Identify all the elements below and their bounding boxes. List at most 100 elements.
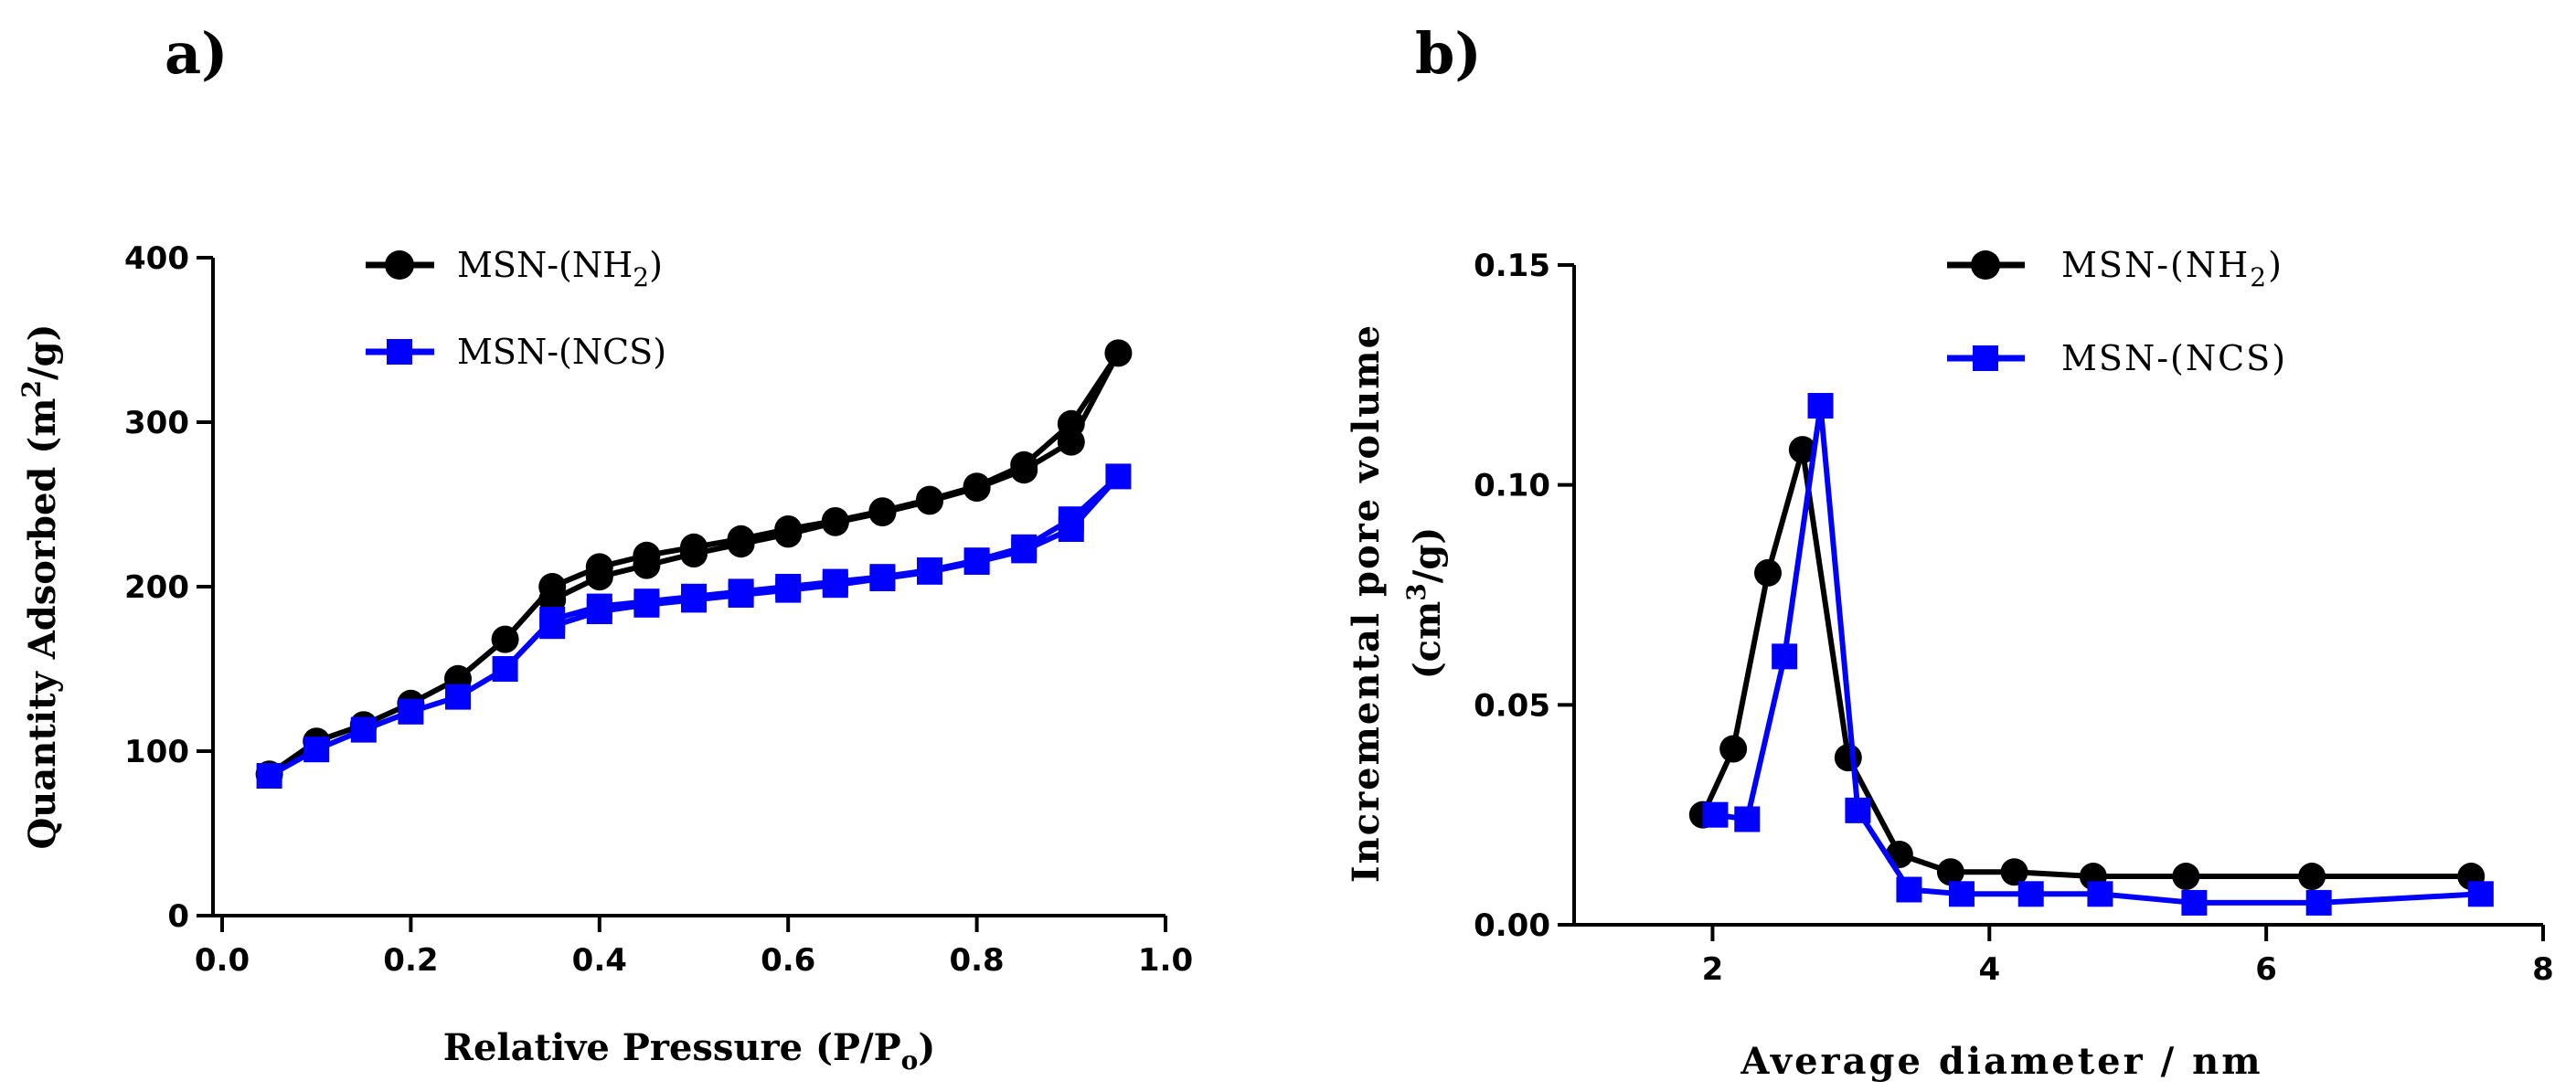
panel-a-point-ncs [1058, 516, 1084, 542]
panel-a-point-ncs [681, 587, 707, 613]
panel-a-legend-label-ncs: MSN-(NCS) [457, 332, 666, 372]
panel-b-point-ncs [2017, 881, 2044, 907]
panel-b-point-ncs [1807, 393, 1834, 419]
panel-a-y-axis-title-end: /g) [21, 323, 64, 380]
panel-b-legend-label-nh2: MSN-(NH2) [2061, 245, 2283, 292]
panel-a-point-nh2 [774, 520, 803, 548]
panel-b-point-ncs [1845, 797, 1871, 823]
panel-a-y-axis-title-superscript: 2 [16, 380, 47, 398]
panel-a-chart: a) 0.0 0.2 0.4 0.6 0.8 1.0 0 100 200 300 400 Relat… [16, 20, 1193, 1076]
panel-a-y-tick-label: 100 [124, 734, 189, 770]
panel-b-point-ncs [1772, 643, 1798, 670]
panel-a-point-ncs [256, 763, 282, 789]
panel-b-point-ncs [2305, 889, 2332, 916]
panel-a-point-nh2 [821, 508, 849, 536]
panel-b-point-nh2 [2298, 863, 2326, 891]
panel-a-point-nh2 [963, 474, 991, 502]
panel-b-legend-nh2-subscript: 2 [2250, 262, 2268, 292]
panel-b-point-nh2 [1834, 744, 1862, 772]
panel-a-legend-label-nh2: MSN-(NH2) [457, 245, 663, 292]
panel-a-point-nh2 [491, 625, 519, 653]
panel-b-series-line-nh2 [1700, 447, 2472, 880]
panel-a-point-nh2 [727, 530, 755, 558]
panel-b-point-nh2 [1936, 858, 1964, 886]
panel-b-point-nh2 [2172, 863, 2200, 891]
panel-a-x-tick-label: 0.6 [761, 942, 815, 979]
panel-a-point-ncs [1011, 537, 1038, 564]
panel-a-point-ncs [917, 558, 942, 585]
panel-b-legend-label-ncs: MSN-(NCS) [2061, 338, 2287, 378]
panel-a-point-ncs [822, 572, 848, 599]
panel-a-point-ncs [539, 613, 566, 640]
panel-a-series [255, 339, 1133, 789]
panel-b-point-nh2 [1788, 436, 1816, 464]
panel-b-point-nh2 [1719, 735, 1748, 763]
panel-b-point-ncs [1734, 806, 1761, 832]
panel-b-y-axis-title-end: /g) [1406, 527, 1449, 584]
panel-a-y-tick-label: 200 [124, 569, 189, 606]
panel-b-series [1688, 393, 2494, 916]
panel-b-y-axis-title-superscript: 3 [1401, 583, 1432, 600]
panel-a-x-tick-label: 0.0 [195, 942, 250, 979]
panel-b-axes [1572, 265, 2543, 927]
panel-b-y-axis-title-line2: (cm3/g) [1401, 527, 1449, 680]
panel-a-x-axis-title: Relative Pressure (P/Po) [443, 1026, 936, 1076]
panel-a-y-axis-title-main: Quantity Adsorbed (m [21, 398, 64, 849]
panel-a-point-ncs [586, 599, 612, 624]
panel-a-legend-nh2-end: ) [649, 245, 663, 285]
panel-b-point-nh2 [1754, 558, 1782, 587]
panel-b-y-tick-label: 0.15 [1474, 248, 1550, 284]
panel-a-point-ncs [303, 737, 330, 763]
panel-a-x-tick-label: 0.4 [572, 942, 627, 979]
panel-a-y-axis-title: Quantity Adsorbed (m2/g) [16, 323, 64, 849]
panel-a-legend-nh2-main: MSN-(NH [457, 245, 633, 285]
panel-b-y-axis-title-main: (cm [1406, 601, 1449, 680]
panel-a-ticks: 0.0 0.2 0.4 0.6 0.8 1.0 0 100 200 300 400 [124, 240, 1193, 979]
panel-b-point-ncs [2181, 889, 2208, 916]
panel-a-point-nh2 [916, 487, 943, 515]
panel-a-x-tick-label: 1.0 [1138, 942, 1193, 979]
panel-a-series-line-ncs [268, 473, 1122, 779]
panel-b-x-tick-label: 8 [2532, 951, 2554, 988]
panel-b-chart: b) 2 4 6 8 0.00 0.05 0.10 0.15 Average diameter… [1345, 20, 2554, 1083]
panel-a-point-nh2 [538, 586, 567, 614]
panel-a-point-nh2 [680, 540, 708, 567]
panel-a-point-nh2 [585, 563, 613, 591]
panel-a-legend-marker-nh2 [385, 250, 414, 280]
panel-a-point-ncs [350, 716, 377, 743]
panel-a-point-ncs [492, 656, 518, 682]
panel-a-point-nh2 [868, 499, 897, 526]
panel-b-point-nh2 [2000, 858, 2028, 886]
panel-a-legend-marker-ncs [387, 339, 412, 365]
panel-a-y-tick-label: 0 [167, 898, 189, 935]
panel-b-label: b) [1415, 20, 1482, 87]
panel-b-x-axis-title: Average diameter / nm [1740, 1040, 2262, 1083]
panel-a-y-tick-label: 300 [124, 405, 189, 441]
panel-a-x-tick-label: 0.2 [383, 942, 438, 979]
panel-b-series-line-ncs [1715, 403, 2482, 906]
panel-a-label: a) [165, 20, 229, 87]
panel-b-y-tick-label: 0.00 [1474, 907, 1550, 944]
panel-b-x-tick-label: 6 [2255, 951, 2277, 988]
panel-b-legend: MSN-(NH2) MSN-(NCS) [1947, 245, 2287, 378]
panel-a-legend: MSN-(NH2) MSN-(NCS) [366, 245, 666, 372]
panel-b-x-tick-label: 4 [1978, 951, 2000, 988]
panel-b-ticks: 2 4 6 8 0.00 0.05 0.10 0.15 [1474, 248, 2554, 988]
panel-a-point-nh2 [1104, 339, 1133, 367]
panel-a-point-ncs [1105, 463, 1132, 490]
panel-a-point-ncs [728, 582, 754, 608]
panel-a-point-nh2 [1010, 456, 1038, 484]
panel-b-legend-nh2-main: MSN-(NH [2061, 245, 2250, 285]
panel-b-legend-marker-nh2 [1971, 250, 2000, 280]
panel-a-x-tick-label: 0.8 [949, 942, 1004, 979]
panel-b-point-ncs [1949, 881, 1975, 907]
panel-b-y-tick-label: 0.10 [1474, 468, 1550, 504]
panel-a-point-ncs [963, 549, 990, 575]
panel-a-point-nh2 [633, 551, 661, 579]
panel-a-point-ncs [398, 698, 424, 725]
panel-b-point-ncs [2467, 881, 2494, 907]
panel-a-point-ncs [633, 591, 660, 618]
panel-b-y-axis-title-line1: Incremental pore volume [1345, 323, 1388, 883]
panel-a-y-tick-label: 400 [124, 240, 189, 277]
